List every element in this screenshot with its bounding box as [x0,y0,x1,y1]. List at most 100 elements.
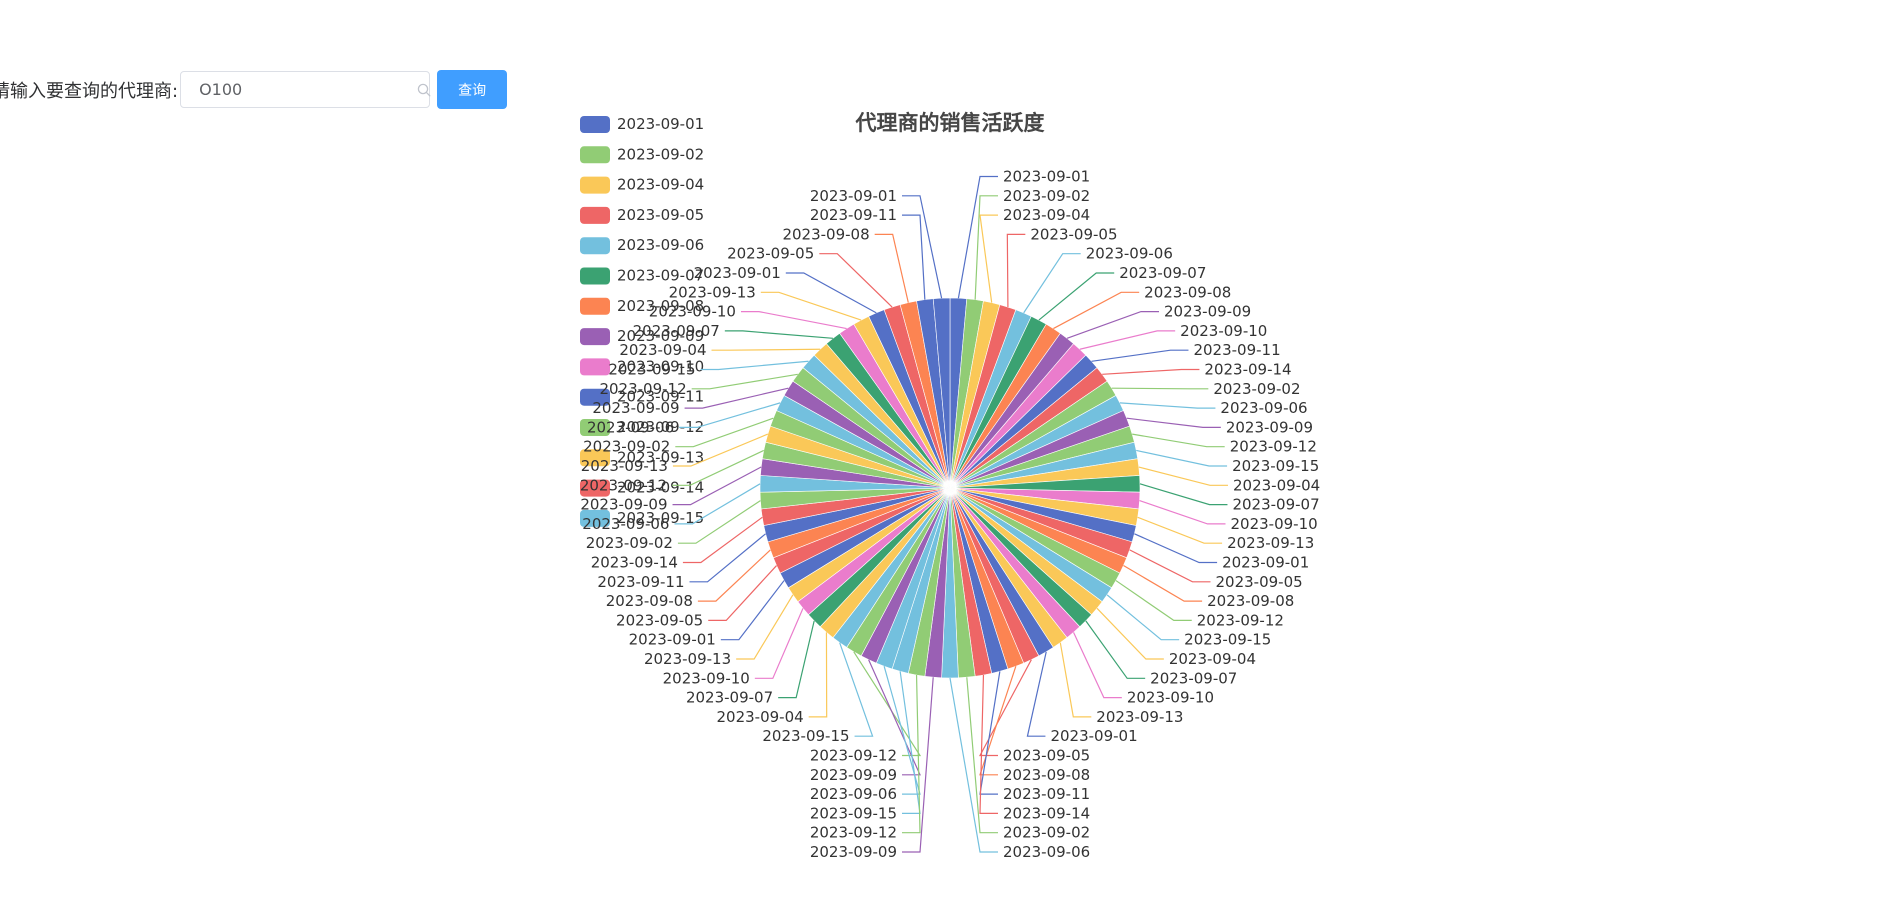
label-leader-line [839,642,874,737]
label-leader-line [720,580,785,641]
label-leader-line [675,417,774,448]
legend-label[interactable]: 2023-09-05 [617,206,704,224]
legend-label[interactable]: 2023-09-10 [617,357,704,375]
label-leader-line [711,348,821,351]
legend-swatch[interactable] [580,358,610,376]
label-leader-line [672,449,765,486]
legend-swatch[interactable] [580,509,610,527]
legend-label[interactable]: 2023-09-11 [617,388,704,406]
label-leader-line [1123,565,1203,602]
legend-swatch[interactable] [580,388,610,406]
slice-label: 2023-09-05 [1003,747,1090,765]
slice-label: 2023-09-12 [810,824,897,842]
label-leader-line [1106,594,1180,641]
label-leader-line [689,533,766,583]
slice-label: 2023-09-09 [1226,418,1313,436]
chart-title: 代理商的销售活跃度 [855,111,1045,135]
legend-swatch[interactable] [580,479,610,497]
slice-label: 2023-09-01 [1003,168,1090,186]
label-leader-line [1096,607,1164,660]
slice-label: 2023-09-06 [1003,843,1090,861]
legend-swatch[interactable] [580,176,610,194]
slice-label: 2023-09-06 [1086,245,1173,263]
label-leader-line [1066,311,1160,339]
legend-label[interactable]: 2023-09-15 [617,509,704,527]
slice-label: 2023-09-08 [1207,592,1294,610]
label-leader-line [1079,330,1176,350]
legend-label[interactable]: 2023-09-02 [617,145,704,163]
label-leader-line [697,549,771,602]
legend-label[interactable]: 2023-09-01 [617,115,704,133]
legend-swatch[interactable] [580,328,610,346]
legend-swatch[interactable] [580,237,610,255]
slice-label: 2023-09-13 [581,457,668,475]
label-leader-line [979,675,998,815]
slice-label: 2023-09-09 [810,843,897,861]
label-leader-line [1053,291,1140,330]
legend-swatch[interactable] [580,449,610,467]
slice-label: 2023-09-08 [1144,283,1231,301]
label-leader-line [1134,533,1218,564]
label-leader-line [902,677,934,853]
label-leader-line [902,195,943,299]
legend-swatch[interactable] [580,116,610,133]
label-leader-line [808,632,828,718]
label-leader-line [708,565,777,622]
slice-label: 2023-09-05 [1030,225,1117,243]
label-leader-line [1115,580,1192,622]
slice-label: 2023-09-01 [629,631,716,649]
slice-label: 2023-09-13 [644,650,731,668]
slice-label: 2023-09-14 [591,554,678,572]
query-button[interactable]: 查询 [437,70,508,109]
legend-swatch[interactable] [580,419,610,436]
slice-label: 2023-09-01 [810,187,897,205]
legend-label[interactable]: 2023-09-14 [617,479,704,497]
label-leader-line [1111,387,1209,390]
slice-label: 2023-09-05 [727,245,814,263]
slice-label: 2023-09-02 [586,534,673,552]
slice-label: 2023-09-08 [606,592,693,610]
label-leader-line [868,659,921,776]
legend-swatch[interactable] [580,267,610,285]
search-label: 请输入要查询的代理商: [0,80,179,102]
search-box[interactable] [180,71,431,108]
label-leader-line [785,272,877,314]
legend-label[interactable]: 2023-09-09 [617,327,704,345]
slice-label: 2023-09-09 [1164,303,1251,321]
legend-swatch[interactable] [580,206,610,224]
pie-slices [759,297,1141,679]
search-icon[interactable] [417,83,431,97]
legend-label[interactable]: 2023-09-13 [617,448,704,466]
label-leader-line [1026,651,1047,737]
slice-label: 2023-09-05 [616,611,703,629]
legend-swatch[interactable] [580,146,610,164]
legend-label[interactable]: 2023-09-07 [617,267,704,285]
agent-search-input[interactable] [181,72,418,107]
legend-label[interactable]: 2023-09-04 [617,176,704,194]
legend-label[interactable]: 2023-09-08 [617,297,704,315]
search-bar: 请输入要查询的代理商: 查询 [0,70,508,109]
slice-label: 2023-09-04 [717,708,804,726]
slice-label: 2023-09-04 [1003,206,1090,224]
slice-label: 2023-09-05 [1215,573,1302,591]
slice-label: 2023-09-15 [810,804,897,822]
pie-labels: 2023-09-012023-09-022023-09-042023-09-05… [580,168,1320,862]
legend-label[interactable]: 2023-09-12 [617,418,704,436]
label-leader-line [682,516,763,564]
slice-label: 2023-09-07 [686,689,773,707]
slice-label: 2023-09-09 [592,399,679,417]
slice-label: 2023-09-12 [1230,438,1317,456]
label-leader-line [974,195,998,300]
label-leader-line [754,608,804,679]
legend-swatch[interactable] [580,297,610,315]
slice-label: 2023-09-14 [1003,804,1090,822]
slice-label: 2023-09-01 [1050,727,1137,745]
legend-label[interactable]: 2023-09-06 [617,236,704,254]
slice-label: 2023-09-12 [1197,611,1284,629]
label-leader-line [700,360,809,371]
slice-label: 2023-09-07 [1232,496,1319,514]
slice-label: 2023-09-01 [1222,554,1309,572]
label-leader-line [1119,402,1216,409]
slice-label: 2023-09-11 [810,206,897,224]
